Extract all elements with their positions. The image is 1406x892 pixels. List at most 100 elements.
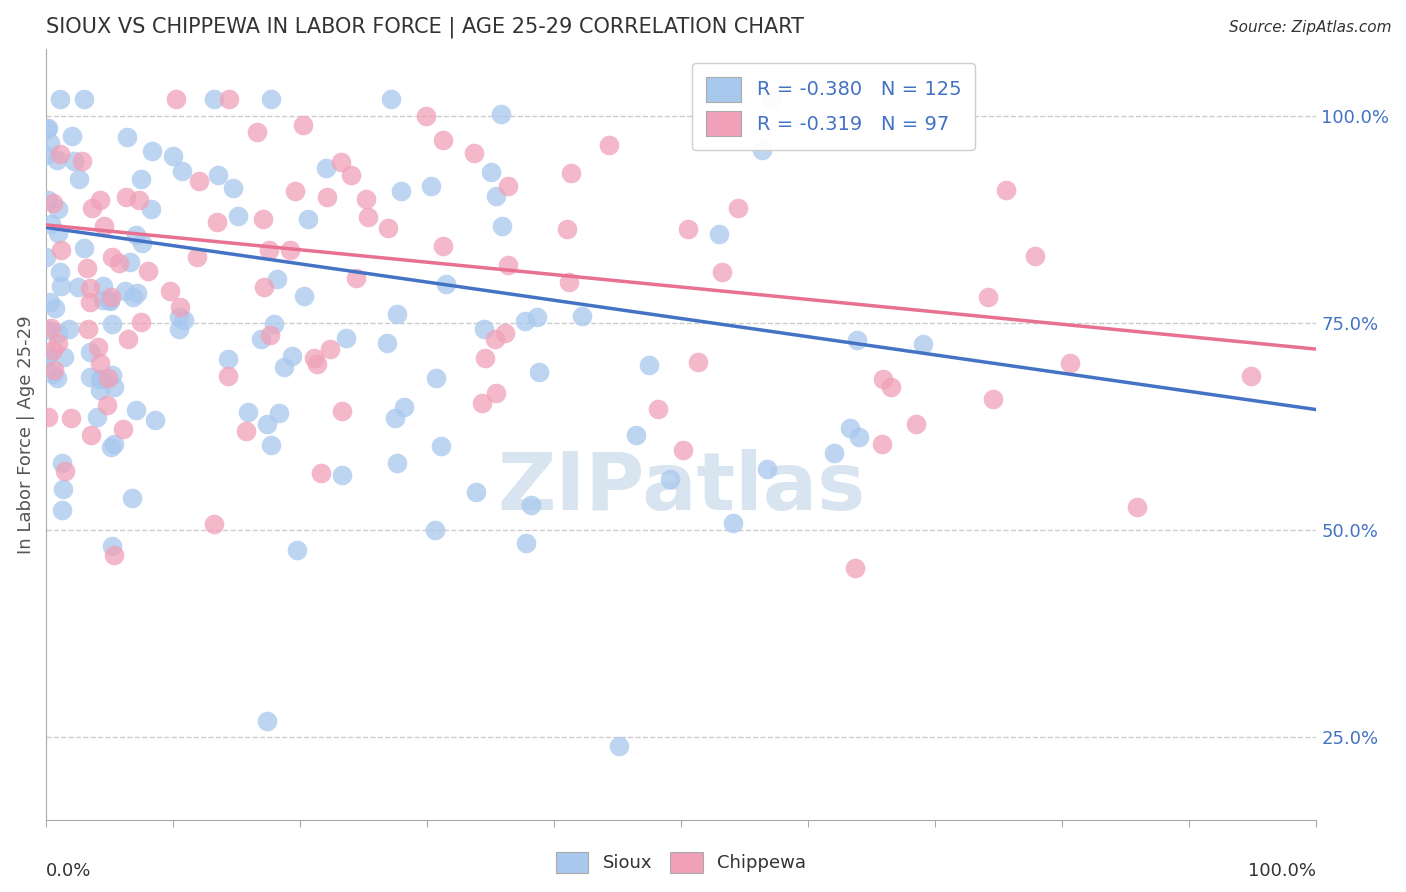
Point	[37, 349, 59, 363]
Point	[463, 145, 485, 160]
Point	[169, 310, 191, 324]
Point	[911, 337, 934, 351]
Point	[494, 326, 516, 340]
Point	[316, 190, 339, 204]
Point	[100, 293, 122, 308]
Point	[252, 212, 274, 227]
Point	[103, 437, 125, 451]
Point	[46, 336, 69, 351]
Point	[309, 466, 332, 480]
Point	[385, 307, 408, 321]
Point	[479, 165, 502, 179]
Point	[335, 331, 357, 345]
Point	[515, 536, 537, 550]
Point	[55, 464, 77, 478]
Point	[49, 147, 72, 161]
Point	[292, 288, 315, 302]
Point	[278, 244, 301, 258]
Point	[89, 356, 111, 370]
Point	[676, 221, 699, 235]
Point	[100, 290, 122, 304]
Point	[67, 280, 90, 294]
Point	[80, 428, 103, 442]
Point	[62, 129, 84, 144]
Point	[52, 482, 75, 496]
Point	[79, 295, 101, 310]
Point	[39, 295, 62, 310]
Point	[121, 491, 143, 505]
Point	[356, 192, 378, 206]
Point	[49, 265, 72, 279]
Point	[114, 284, 136, 298]
Point	[100, 441, 122, 455]
Legend: Sioux, Chippewa: Sioux, Chippewa	[548, 845, 814, 880]
Point	[53, 350, 76, 364]
Point	[46, 202, 69, 216]
Point	[103, 548, 125, 562]
Point	[430, 439, 453, 453]
Point	[1126, 500, 1149, 515]
Point	[249, 332, 271, 346]
Point	[100, 250, 122, 264]
Point	[759, 92, 782, 106]
Point	[37, 120, 59, 135]
Point	[143, 413, 166, 427]
Point	[89, 383, 111, 397]
Point	[115, 190, 138, 204]
Point	[139, 202, 162, 216]
Point	[385, 456, 408, 470]
Text: 0.0%: 0.0%	[46, 862, 91, 880]
Point	[425, 370, 447, 384]
Point	[98, 293, 121, 307]
Point	[389, 184, 412, 198]
Point	[870, 437, 893, 451]
Point	[284, 184, 307, 198]
Point	[103, 379, 125, 393]
Point	[42, 363, 65, 377]
Point	[977, 289, 1000, 303]
Point	[131, 235, 153, 250]
Point	[97, 371, 120, 385]
Point	[35, 122, 58, 136]
Point	[67, 171, 90, 186]
Point	[1240, 369, 1263, 384]
Point	[41, 343, 63, 358]
Point	[415, 109, 437, 123]
Point	[380, 92, 402, 106]
Point	[904, 417, 927, 432]
Point	[727, 202, 749, 216]
Point	[434, 277, 457, 292]
Point	[721, 516, 744, 530]
Point	[79, 345, 101, 359]
Point	[46, 326, 69, 340]
Point	[91, 293, 114, 307]
Point	[375, 335, 398, 350]
Point	[207, 215, 229, 229]
Point	[280, 349, 302, 363]
Point	[496, 179, 519, 194]
Point	[45, 153, 67, 167]
Point	[557, 275, 579, 289]
Point	[125, 402, 148, 417]
Point	[329, 155, 352, 169]
Point	[555, 222, 578, 236]
Point	[125, 228, 148, 243]
Point	[384, 411, 406, 425]
Point	[838, 421, 860, 435]
Point	[35, 350, 58, 364]
Point	[235, 424, 257, 438]
Point	[257, 243, 280, 257]
Point	[162, 149, 184, 163]
Point	[202, 92, 225, 106]
Point	[263, 318, 285, 332]
Point	[165, 92, 187, 106]
Point	[285, 543, 308, 558]
Y-axis label: In Labor Force | Age 25-29: In Labor Force | Age 25-29	[17, 315, 35, 554]
Point	[848, 430, 870, 444]
Point	[42, 195, 65, 210]
Point	[202, 517, 225, 532]
Point	[167, 322, 190, 336]
Point	[496, 258, 519, 272]
Text: ZIPatlas: ZIPatlas	[496, 450, 865, 527]
Point	[136, 264, 159, 278]
